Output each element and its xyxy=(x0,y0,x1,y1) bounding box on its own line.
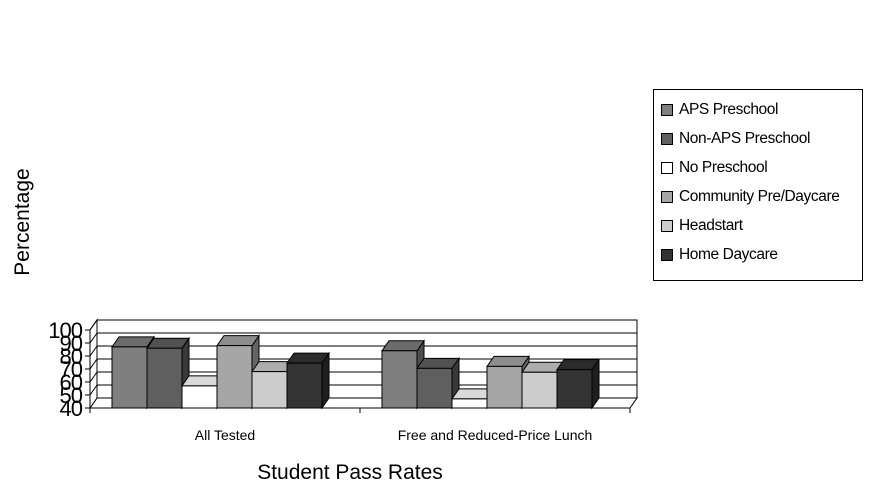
y-tick-label: 70 xyxy=(60,357,83,382)
legend-label: Headstart xyxy=(679,216,743,234)
gridline-side xyxy=(89,345,98,357)
gridline-side xyxy=(89,319,98,331)
legend-swatch xyxy=(661,132,673,145)
bar-top xyxy=(146,337,190,349)
legend-swatch xyxy=(661,219,673,232)
bar-top xyxy=(286,352,330,364)
x-tick-label: All Tested xyxy=(195,427,255,443)
legend-item: No Preschool xyxy=(654,153,862,182)
bar xyxy=(181,385,218,409)
bar-top xyxy=(416,357,460,369)
legend-item: APS Preschool xyxy=(654,95,862,124)
gridline-side xyxy=(89,384,98,396)
bar xyxy=(146,347,183,409)
legend-swatch xyxy=(661,248,673,261)
y-tick-label: 50 xyxy=(60,383,83,408)
bar-top xyxy=(486,355,530,367)
legend-label: No Preschool xyxy=(679,158,768,176)
bar xyxy=(251,371,288,409)
legend-label: Non-APS Preschool xyxy=(679,129,811,147)
bar-top xyxy=(111,336,155,348)
chart-legend: APS Preschool Non-APS Preschool No Prescho… xyxy=(653,89,863,281)
bar xyxy=(286,362,323,409)
bar xyxy=(521,371,558,409)
bar xyxy=(416,367,453,409)
legend-swatch xyxy=(661,190,673,203)
legend-swatch xyxy=(661,103,673,116)
legend-item: Headstart xyxy=(654,211,862,240)
legend-label: APS Preschool xyxy=(679,100,779,118)
y-axis-title: Percentage xyxy=(11,168,34,275)
gridline-side xyxy=(89,332,98,344)
legend-item: Non-APS Preschool xyxy=(654,124,862,153)
bar xyxy=(486,365,523,409)
legend-swatch xyxy=(661,161,673,174)
gridline-side xyxy=(89,371,98,383)
bar xyxy=(111,346,148,409)
x-axis-title: Student Pass Rates xyxy=(257,461,443,484)
legend-item: Home Daycare xyxy=(654,240,862,269)
legend-label: Community Pre/Daycare xyxy=(679,187,840,205)
bar xyxy=(381,350,418,409)
bar xyxy=(451,398,488,409)
bar-top xyxy=(216,335,260,347)
x-tick-label: Free and Reduced-Price Lunch xyxy=(398,427,593,443)
bar-top xyxy=(556,359,600,371)
bar xyxy=(216,345,253,409)
legend-label: Home Daycare xyxy=(679,245,778,263)
gridline-side xyxy=(89,358,98,370)
y-tick-label: 60 xyxy=(60,370,83,395)
bar-top xyxy=(381,340,425,352)
y-tick-label: 40 xyxy=(60,396,83,421)
legend-item: Community Pre/Daycare xyxy=(654,182,862,211)
y-tick-label: 90 xyxy=(60,331,83,356)
y-tick-label: 100 xyxy=(48,318,82,343)
bar xyxy=(556,369,593,409)
y-tick-label: 80 xyxy=(60,344,83,369)
